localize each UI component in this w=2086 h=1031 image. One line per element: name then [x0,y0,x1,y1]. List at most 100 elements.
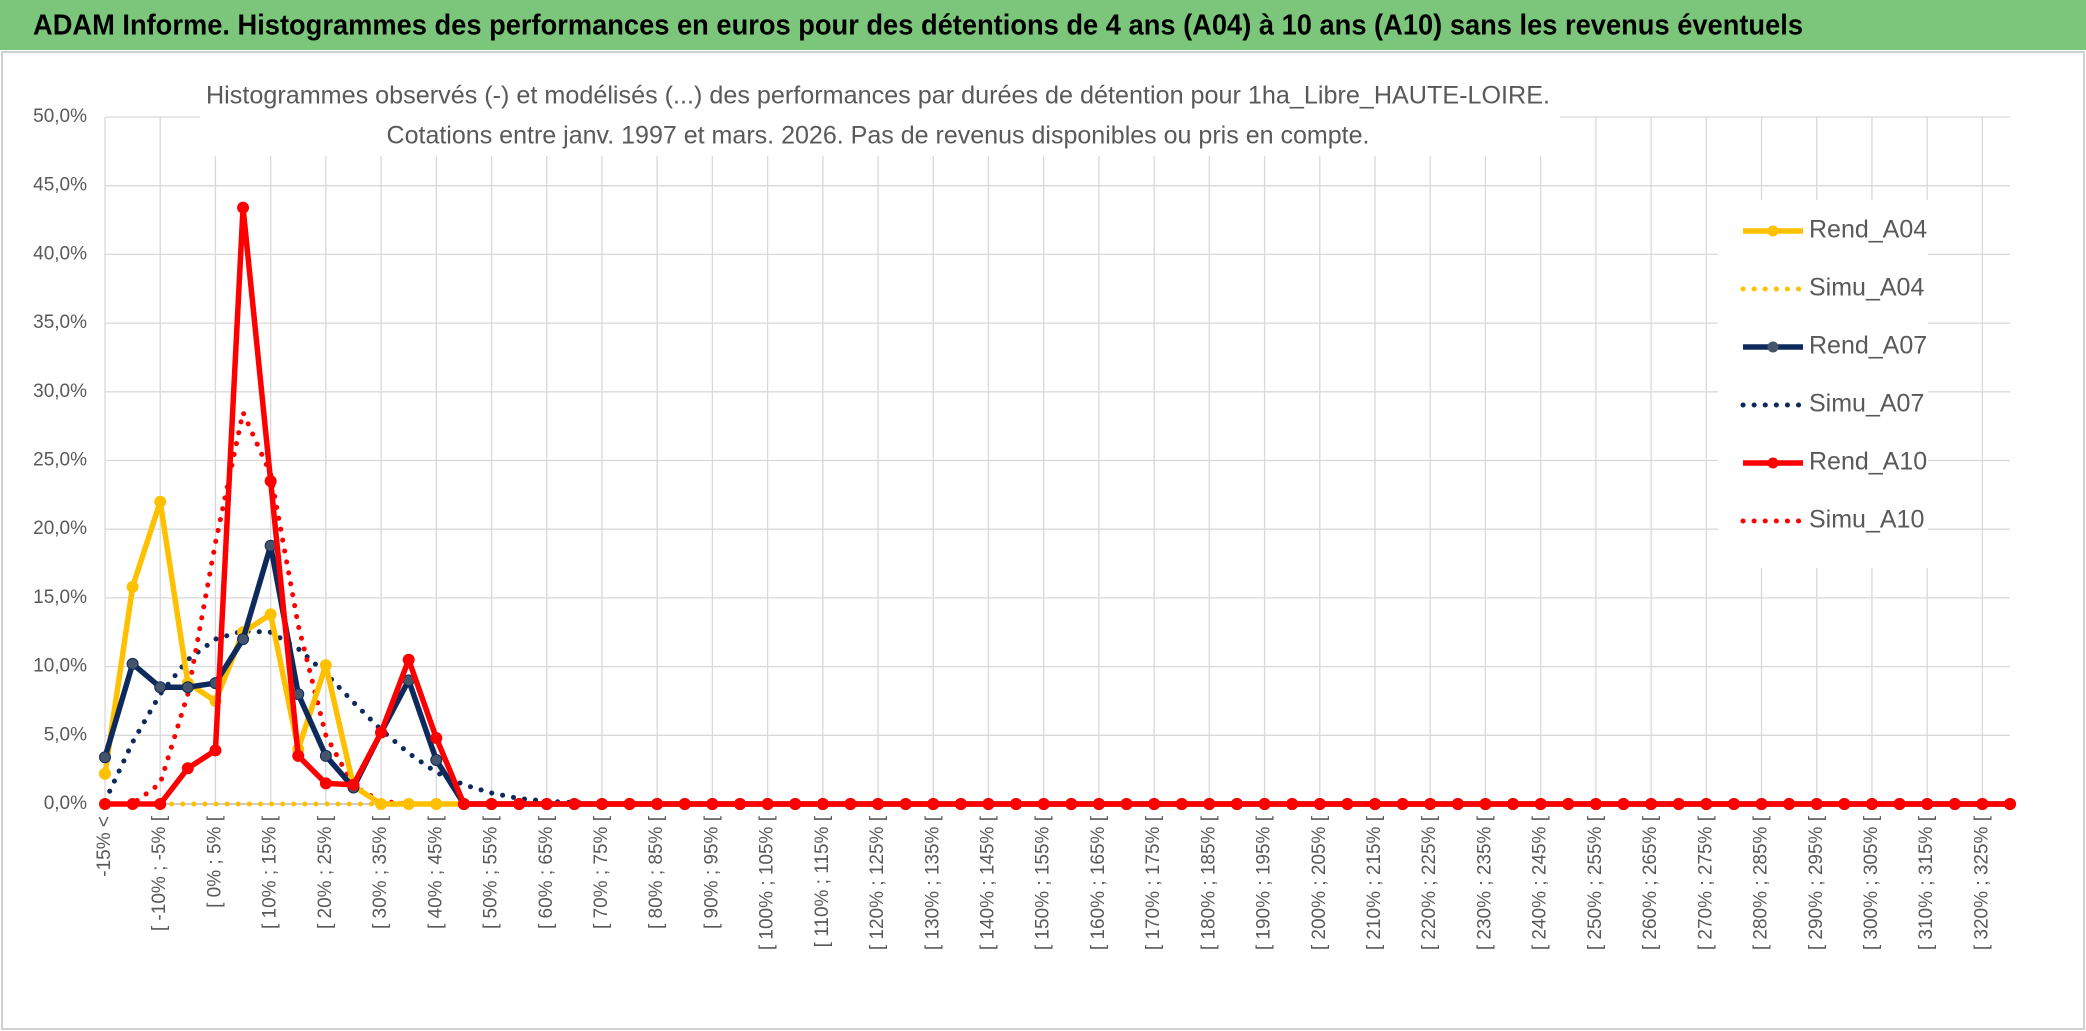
data-point [1424,798,1437,810]
data-point [816,798,829,810]
x-tick-label: [ 220% ; 225% [ [1419,815,1440,950]
x-tick-label: [ 170% ; 175% [ [1143,815,1164,950]
data-point [209,744,222,757]
data-point [237,201,250,214]
y-tick-label: 35,0% [33,312,87,333]
x-tick-label: [ 290% ; 295% [ [1806,815,1827,950]
chart-frame [1,51,2085,1030]
x-tick-label: [ 110% ; 115% [ [812,815,833,947]
x-tick-label: [ 320% ; 325% [ [1971,815,1992,950]
legend-label: Simu_A07 [1809,390,1924,418]
legend-label: Rend_A04 [1809,216,1927,244]
x-tick-label: [ 10% ; 15% [ [260,815,281,929]
legend-label: Rend_A10 [1809,448,1927,476]
data-point [1148,798,1161,810]
data-point [99,751,111,764]
x-tick-label: [ 230% ; 235% [ [1474,815,1495,950]
x-tick-label: [ 40% ; 45% [ [425,815,446,929]
x-tick-label: [ 140% ; 145% [ [977,815,998,950]
x-tick-label: [ 150% ; 155% [ [1033,815,1054,950]
data-point [154,495,167,508]
series-line [105,204,2010,807]
legend-label: Simu_A10 [1809,506,1924,534]
data-point [264,475,277,488]
data-point [319,749,332,762]
data-point [430,754,443,767]
data-point [1976,798,1989,810]
data-point [1092,798,1105,810]
x-tick-label: [ 120% ; 125% [ [867,815,888,950]
data-point [1810,798,1823,810]
x-tick-label: [ 100% ; 105% [ [757,815,778,950]
data-point [1893,798,1906,810]
legend-label: Rend_A07 [1809,332,1927,360]
data-point [1396,798,1409,810]
data-point [292,749,305,762]
y-tick-label: 10,0% [33,656,87,677]
x-tick-label: [ 300% ; 305% [ [1861,815,1882,950]
data-point [347,778,360,791]
x-tick-label: [ 200% ; 205% [ [1309,815,1330,950]
data-point [1783,798,1796,810]
x-tick-label: [ 180% ; 185% [ [1198,815,1219,950]
data-point [1451,798,1464,810]
data-point [1534,798,1547,810]
data-point [154,798,167,810]
data-point [126,580,139,593]
data-point [1286,798,1299,810]
data-point [1037,798,1050,810]
data-point [872,798,885,810]
data-point [568,798,581,810]
data-point [1755,798,1768,810]
data-point [430,798,443,810]
title-background [200,80,1560,156]
x-tick-label: [ 270% ; 275% [ [1695,815,1716,950]
data-point [651,798,664,810]
data-point [1589,798,1602,810]
legend-marker [1767,457,1779,469]
data-point [1010,798,1023,810]
chart-subtitle: Cotations entre janv. 1997 et mars. 2026… [387,122,1370,150]
data-point [1258,798,1271,810]
data-point [844,798,857,810]
data-point [927,798,940,810]
data-point [154,681,167,694]
data-point [1921,798,1934,810]
x-tick-label: [ 210% ; 215% [ [1364,815,1385,950]
data-point [623,798,636,810]
data-point [99,798,111,810]
data-point [789,798,802,810]
data-point [237,633,250,646]
data-point [126,657,139,670]
data-point [485,798,498,810]
chart-title: Histogrammes observés (-) et modélisés (… [206,82,1550,110]
data-point [402,653,415,666]
data-point [1617,798,1630,810]
data-point [1700,798,1713,810]
legend-marker [1767,225,1779,237]
y-tick-label: 5,0% [44,724,87,745]
data-point [954,798,967,810]
x-tick-label: [ 90% ; 95% [ [701,815,722,929]
x-tick-label: [ 190% ; 195% [ [1254,815,1275,950]
data-point [375,798,388,810]
data-point [734,798,746,810]
data-point [761,798,774,810]
x-tick-label: [ 60% ; 65% [ [536,815,557,929]
data-point [1948,798,1961,810]
plot: -15% < [ -10% ; -5% [[ 0% ; 5% [[ 10% ; 1… [33,106,2016,950]
data-point [126,798,139,810]
x-tick-label: [ 280% ; 285% [ [1751,815,1772,950]
y-tick-label: 50,0% [33,106,87,127]
x-tick-label: [ 130% ; 135% [ [922,815,943,950]
y-tick-label: 25,0% [33,450,87,471]
x-tick-label: [ 50% ; 55% [ [481,815,502,929]
legend-box [1718,200,1928,568]
data-point [1341,798,1354,810]
data-point [1203,798,1216,810]
data-point [2004,798,2016,810]
data-point [181,762,194,775]
data-point [1562,798,1575,810]
data-point [1369,798,1381,810]
